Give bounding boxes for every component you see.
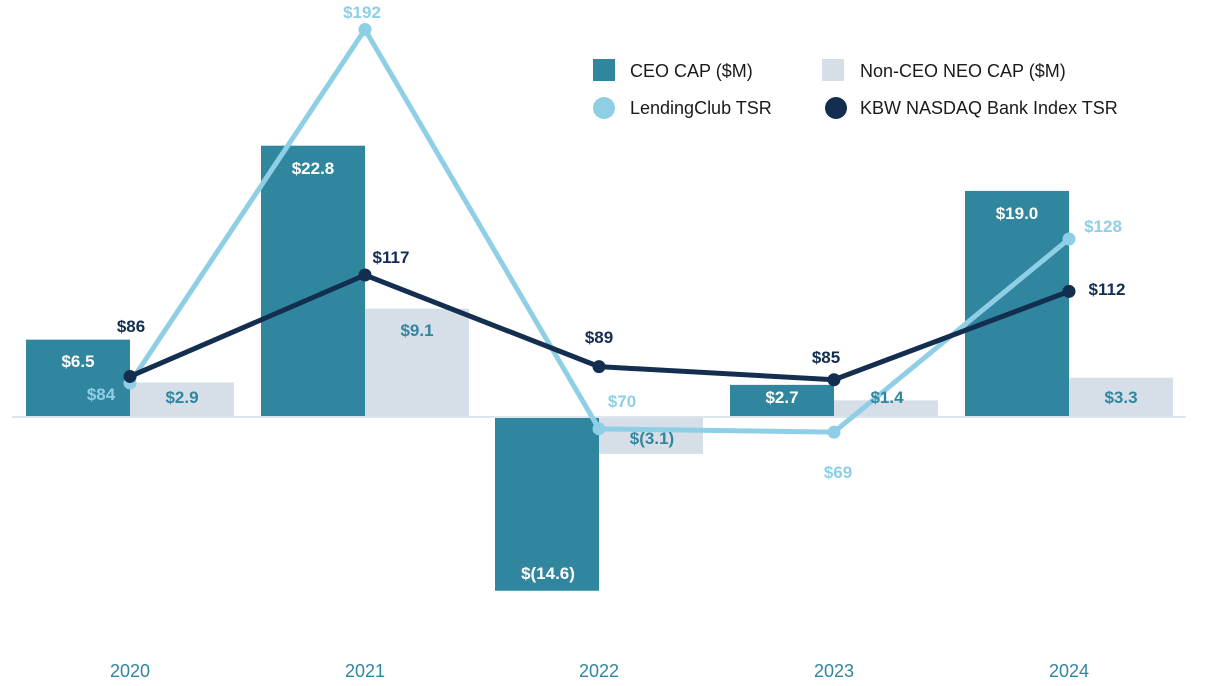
data-label-neo-cap-2020: $2.9 <box>165 388 198 407</box>
bar-neo-cap-2020 <box>130 382 234 417</box>
data-label-lendingclub-tsr-2020: $84 <box>87 385 116 404</box>
bar-neo-cap-2024 <box>1069 377 1173 417</box>
category-label-2023: 2023 <box>814 661 854 681</box>
category-label-2020: 2020 <box>110 661 150 681</box>
data-label-ceo-cap-2020: $6.5 <box>61 352 94 371</box>
data-label-ceo-cap-2023: $2.7 <box>765 388 798 407</box>
data-label-lendingclub-tsr-2024: $128 <box>1084 217 1122 236</box>
category-axis: 2020 2021 2022 2023 2024 <box>110 661 1089 681</box>
data-label-lendingclub-tsr-2023: $69 <box>824 463 852 482</box>
point-lendingclub-tsr-2024 <box>1062 232 1076 246</box>
data-label-kbw-tsr-2022: $89 <box>585 328 613 347</box>
data-label-ceo-cap-2021: $22.8 <box>292 159 335 178</box>
category-label-2022: 2022 <box>579 661 619 681</box>
legend: CEO CAP ($M) Non-CEO NEO CAP ($M) Lendin… <box>593 59 1118 119</box>
data-label-neo-cap-2024: $3.3 <box>1104 388 1137 407</box>
data-label-lendingclub-tsr-2022: $70 <box>608 392 636 411</box>
point-kbw-tsr-2020 <box>123 369 137 383</box>
data-label-neo-cap-2023: $1.4 <box>870 388 904 407</box>
category-label-2021: 2021 <box>345 661 385 681</box>
bar-ceo-cap-2024 <box>965 190 1069 417</box>
data-label-kbw-tsr-2020: $86 <box>117 317 145 336</box>
legend-swatch-ceo-cap <box>593 59 615 81</box>
point-lendingclub-tsr-2022 <box>592 422 606 436</box>
data-label-ceo-cap-2022: $(14.6) <box>521 564 575 583</box>
bar-neo-cap-2021 <box>365 308 469 417</box>
legend-label-neo-cap: Non-CEO NEO CAP ($M) <box>860 61 1066 81</box>
legend-marker-lendingclub-tsr <box>593 97 615 119</box>
point-lendingclub-tsr-2023 <box>827 425 841 439</box>
bar-ceo-cap-2022 <box>495 417 599 591</box>
data-label-lendingclub-tsr-2021: $192 <box>343 3 381 22</box>
data-label-neo-cap-2021: $9.1 <box>400 321 433 340</box>
legend-marker-kbw-tsr <box>825 97 847 119</box>
legend-label-ceo-cap: CEO CAP ($M) <box>630 61 753 81</box>
legend-swatch-neo-cap <box>822 59 844 81</box>
legend-label-kbw-tsr: KBW NASDAQ Bank Index TSR <box>860 98 1118 118</box>
data-label-ceo-cap-2024: $19.0 <box>996 204 1039 223</box>
data-label-kbw-tsr-2024: $112 <box>1089 280 1126 299</box>
bar-layer <box>26 145 1173 591</box>
line-layer <box>123 23 1076 439</box>
data-label-kbw-tsr-2021: $117 <box>373 248 410 267</box>
point-kbw-tsr-2022 <box>592 360 606 374</box>
legend-label-lendingclub-tsr: LendingClub TSR <box>630 98 772 118</box>
data-label-layer: $6.5 $2.9 $22.8 $9.1 $(14.6) $(3.1) $2.7 $1.4 $1… <box>61 3 1137 583</box>
bar-ceo-cap-2023 <box>730 384 834 417</box>
data-label-kbw-tsr-2023: $85 <box>812 348 840 367</box>
data-label-neo-cap-2022: $(3.1) <box>630 429 674 448</box>
point-kbw-tsr-2021 <box>358 268 372 282</box>
point-lendingclub-tsr-2021 <box>358 23 372 37</box>
point-kbw-tsr-2024 <box>1062 284 1076 298</box>
bar-neo-cap-2022 <box>599 417 703 454</box>
category-label-2024: 2024 <box>1049 661 1089 681</box>
point-kbw-tsr-2023 <box>827 373 841 387</box>
bar-ceo-cap-2020 <box>26 339 130 417</box>
